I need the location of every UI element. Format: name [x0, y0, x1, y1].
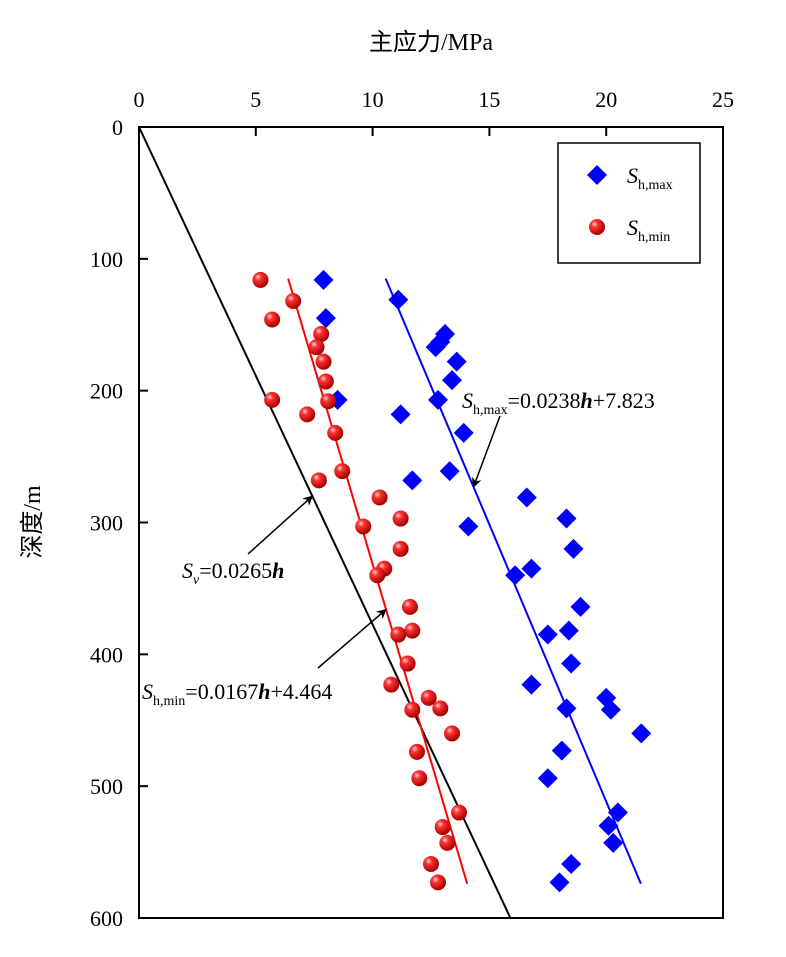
- legend-marker-sphere: [589, 219, 605, 235]
- shmax-point: [442, 370, 463, 391]
- legend-marker-diamond: [587, 165, 607, 185]
- shmin-point: [369, 567, 386, 584]
- shmin-point: [392, 510, 409, 527]
- shmax-point: [570, 596, 591, 617]
- shmax-point: [598, 815, 619, 836]
- shmax-point: [558, 620, 579, 641]
- shmin-point: [313, 325, 330, 342]
- shmax-point: [390, 404, 411, 425]
- shmin-point: [355, 518, 372, 535]
- shmax-point: [556, 698, 577, 719]
- shmin-point: [420, 689, 437, 706]
- shmin-point: [310, 472, 327, 489]
- data-points: [252, 269, 652, 893]
- x-tick-label: 0: [134, 87, 145, 112]
- y-tick-label: 300: [90, 511, 123, 536]
- shmax-point: [439, 461, 460, 482]
- shmin-point: [432, 700, 449, 717]
- legend-label: Sh,min: [627, 215, 670, 245]
- shmax-point: [402, 470, 423, 491]
- shmin-point: [434, 819, 451, 836]
- y-tick-label: 0: [112, 115, 123, 140]
- shmax-point: [428, 389, 449, 410]
- shmin-point: [371, 489, 388, 506]
- shmin-point: [439, 834, 456, 851]
- shmin-point: [411, 770, 428, 787]
- annotation-sv: Sv=0.0265h: [182, 558, 284, 588]
- shmin-point: [392, 540, 409, 557]
- shmin-point: [334, 463, 351, 480]
- x-axis: 0 5 10 15 20 25: [134, 87, 734, 136]
- shmin-point: [327, 424, 344, 441]
- legend-box: [557, 142, 701, 264]
- shmin-point: [320, 393, 337, 410]
- shmin-point: [404, 701, 421, 718]
- x-tick-label: 5: [250, 87, 261, 112]
- shmax-point: [537, 768, 558, 789]
- y-axis-title: 深度/m: [19, 485, 46, 559]
- y-axis: 0 100 200 300 400 500 600: [90, 115, 148, 931]
- shmax-point: [313, 269, 334, 290]
- shmax-point: [561, 853, 582, 874]
- shmax-point: [458, 516, 479, 537]
- x-tick-label: 25: [712, 87, 734, 112]
- shmin-point: [390, 626, 407, 643]
- shmax-point: [563, 538, 584, 559]
- shmin-point: [404, 622, 421, 639]
- shmax-point: [516, 487, 537, 508]
- shmin-point: [317, 373, 334, 390]
- shmax-point: [631, 723, 652, 744]
- shmin-point: [285, 293, 302, 310]
- shmin-point: [451, 804, 468, 821]
- shmax-point: [551, 740, 572, 761]
- x-tick-label: 15: [478, 87, 500, 112]
- shmax-point: [315, 308, 336, 329]
- annotation-shmin: Sh,min=0.0167h+4.464: [142, 679, 332, 709]
- shmin-point: [252, 271, 269, 288]
- shmax-point: [537, 624, 558, 645]
- x-tick-label: 10: [362, 87, 384, 112]
- shmax-point: [446, 351, 467, 372]
- shmax-point: [505, 565, 526, 586]
- shmin-point: [423, 855, 439, 872]
- shmin-point: [264, 391, 281, 408]
- annotation-arrow-shmin: [317, 608, 387, 669]
- shmax-point: [600, 699, 621, 720]
- annotation-arrow-shmax: [471, 415, 501, 488]
- legend-label: Sh,max: [627, 163, 673, 193]
- shmax-point: [607, 802, 628, 823]
- shmin-point: [299, 406, 316, 423]
- shmax-point: [453, 422, 474, 443]
- y-tick-label: 500: [90, 774, 123, 799]
- annotation-arrow-sv: [247, 495, 314, 555]
- shmax-point: [549, 872, 570, 893]
- shmax-point: [561, 653, 582, 674]
- line-annotations: Sv=0.0265h Sh,min=0.0167h+4.464 Sh,max=0.0…: [142, 388, 655, 709]
- legend: Sh,max Sh,min: [557, 142, 701, 264]
- shmax-point: [435, 323, 456, 344]
- shmin-point: [401, 598, 418, 615]
- shmin-point: [408, 743, 425, 760]
- shmax-point: [521, 558, 542, 579]
- annotation-shmax: Sh,max=0.0238h+7.823: [462, 388, 655, 418]
- x-axis-title: 主应力/MPa: [369, 29, 493, 56]
- y-tick-label: 100: [90, 247, 123, 272]
- shmin-point: [383, 676, 400, 693]
- y-tick-label: 600: [90, 906, 123, 931]
- fit-line-sv: [138, 126, 512, 919]
- shmin-point: [430, 874, 447, 891]
- shmax-point: [556, 508, 577, 529]
- x-tick-label: 20: [595, 87, 617, 112]
- shmin-point: [315, 353, 332, 370]
- shmin-point: [308, 339, 325, 356]
- y-tick-label: 200: [90, 379, 123, 404]
- shmin-point: [399, 655, 416, 672]
- shmin-point: [264, 311, 281, 328]
- shmax-point: [603, 832, 624, 853]
- shmin-point: [444, 725, 461, 742]
- y-tick-label: 400: [90, 642, 123, 667]
- shmax-point: [388, 289, 409, 310]
- shmax-point: [521, 674, 542, 695]
